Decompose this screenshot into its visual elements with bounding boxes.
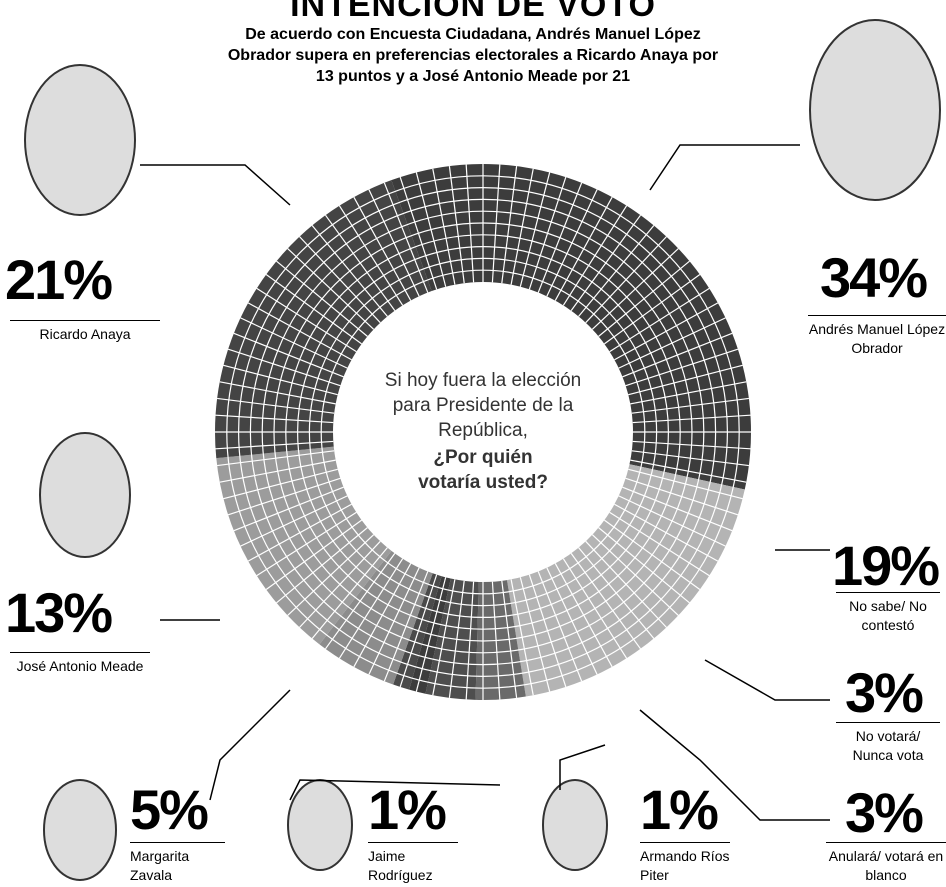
value-label: 5% [130,778,209,841]
category-label: José Antonio Meade [10,652,150,676]
value-label: 13% [5,581,113,644]
category-label: No sabe/ No contestó [836,592,940,635]
portraits [24,19,941,881]
value-label: 3% [845,781,924,844]
slice [409,576,451,694]
chart-subtitle: De acuerdo con Encuesta Ciudadana, André… [227,26,719,85]
cell-texture [215,164,751,700]
value-label: 21% [5,248,113,311]
value-label: 3% [845,661,924,724]
value-label: 1% [640,778,719,841]
category-label: Armando Ríos Piter [640,842,730,885]
slice [215,180,432,459]
leader-lines [140,144,830,821]
category-label: No votará/ Nunca vota [836,722,940,765]
slice [506,464,745,697]
slice [391,163,751,490]
value-label: 34% [820,246,928,309]
value-label: 1% [368,778,447,841]
center-question-bold: ¿Por quién votaría usted? [418,447,548,493]
category-label: Margarita Zavala [130,842,225,885]
category-label: Jaime Rodríguez [368,842,458,885]
category-label: Ricardo Anaya [10,320,160,344]
slice [393,573,442,690]
chart-title: INTENCIÓN DE VOTO [290,0,656,24]
value-label: 19% [832,534,940,597]
category-label: Anulará/ votará en blanco [826,842,946,885]
category-label: Andrés Manuel López Obrador [808,315,946,358]
center-question: Si hoy fuera la elección para Presidente… [384,370,582,441]
